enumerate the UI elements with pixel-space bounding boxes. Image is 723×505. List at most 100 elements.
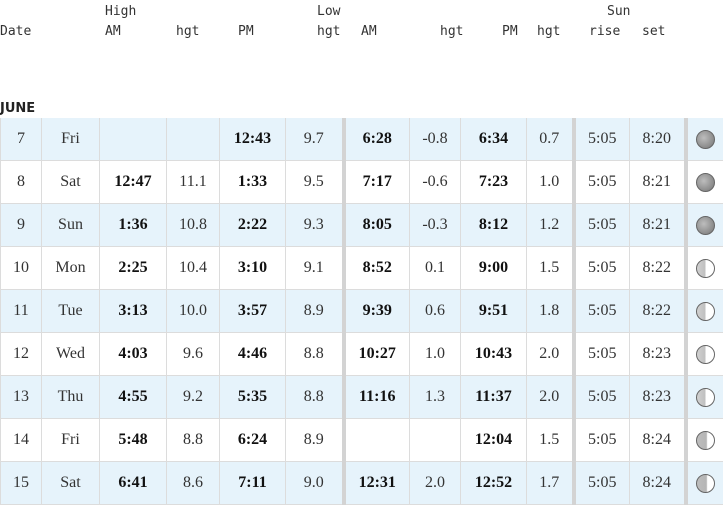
half-moon-icon	[696, 302, 715, 321]
sunset-cell: 8:23	[630, 333, 686, 376]
high-pm-height-cell: 9.1	[286, 247, 344, 290]
header-sunrise: rise	[589, 25, 620, 38]
low-am-height-cell: 0.6	[410, 290, 461, 333]
header-low-am: AM	[361, 25, 377, 38]
high-pm-time-cell: 3:10	[220, 247, 286, 290]
low-pm-height-cell: 1.0	[527, 161, 574, 204]
high-am-time-cell: 4:03	[100, 333, 167, 376]
high-am-height-cell: 10.8	[167, 204, 220, 247]
day-cell: 7	[1, 118, 42, 161]
low-pm-time-cell: 6:34	[461, 118, 527, 161]
high-pm-time-cell: 3:57	[220, 290, 286, 333]
high-pm-height-cell: 8.8	[286, 333, 344, 376]
high-pm-time-cell: 12:43	[220, 118, 286, 161]
high-am-time-cell	[100, 118, 167, 161]
sunrise-cell: 5:05	[574, 204, 630, 247]
high-am-height-cell: 9.2	[167, 376, 220, 419]
low-pm-time-cell: 8:12	[461, 204, 527, 247]
sunset-cell: 8:24	[630, 419, 686, 462]
sunrise-cell: 5:05	[574, 161, 630, 204]
high-am-time-cell: 1:36	[100, 204, 167, 247]
high-pm-height-cell: 9.5	[286, 161, 344, 204]
low-am-height-cell: 1.0	[410, 333, 461, 376]
high-am-height-cell: 11.1	[167, 161, 220, 204]
sunrise-cell: 5:05	[574, 290, 630, 333]
low-am-height-cell	[410, 419, 461, 462]
weekday-cell: Mon	[42, 247, 100, 290]
high-pm-time-cell: 4:46	[220, 333, 286, 376]
moon-phase-cell	[686, 462, 723, 505]
high-pm-height-cell: 8.9	[286, 290, 344, 333]
low-pm-time-cell: 9:00	[461, 247, 527, 290]
header-low: Low	[317, 5, 340, 18]
weekday-cell: Thu	[42, 376, 100, 419]
moon-phase-cell	[686, 419, 723, 462]
high-am-height-cell: 8.8	[167, 419, 220, 462]
low-pm-time-cell: 7:23	[461, 161, 527, 204]
moon-phase-cell	[686, 290, 723, 333]
header-high-am-hgt: hgt	[176, 25, 199, 38]
high-am-time-cell: 2:25	[100, 247, 167, 290]
low-am-height-cell: -0.3	[410, 204, 461, 247]
low-am-time-cell: 10:27	[344, 333, 410, 376]
high-pm-height-cell: 9.0	[286, 462, 344, 505]
sunrise-cell: 5:05	[574, 419, 630, 462]
low-pm-height-cell: 2.0	[527, 376, 574, 419]
header-sunset: set	[642, 25, 665, 38]
sunset-cell: 8:20	[630, 118, 686, 161]
day-cell: 13	[1, 376, 42, 419]
sunset-cell: 8:22	[630, 247, 686, 290]
crescent-moon-icon	[696, 474, 715, 493]
day-cell: 12	[1, 333, 42, 376]
sunset-cell: 8:24	[630, 462, 686, 505]
low-am-height-cell: 1.3	[410, 376, 461, 419]
low-am-time-cell: 11:16	[344, 376, 410, 419]
sunrise-cell: 5:05	[574, 462, 630, 505]
low-am-time-cell: 9:39	[344, 290, 410, 333]
weekday-cell: Sat	[42, 161, 100, 204]
high-pm-height-cell: 8.8	[286, 376, 344, 419]
low-am-height-cell: 2.0	[410, 462, 461, 505]
low-am-height-cell: -0.8	[410, 118, 461, 161]
high-pm-time-cell: 7:11	[220, 462, 286, 505]
high-pm-height-cell: 9.3	[286, 204, 344, 247]
sunrise-cell: 5:05	[574, 118, 630, 161]
sunset-cell: 8:21	[630, 204, 686, 247]
sunrise-cell: 5:05	[574, 376, 630, 419]
moon-phase-cell	[686, 118, 723, 161]
moon-phase-cell	[686, 333, 723, 376]
header-high-pm-hgt: hgt	[317, 25, 340, 38]
low-pm-height-cell: 1.2	[527, 204, 574, 247]
high-pm-height-cell: 9.7	[286, 118, 344, 161]
sunset-cell: 8:23	[630, 376, 686, 419]
low-am-time-cell: 6:28	[344, 118, 410, 161]
day-cell: 8	[1, 161, 42, 204]
day-cell: 10	[1, 247, 42, 290]
high-am-time-cell: 6:41	[100, 462, 167, 505]
half-moon-icon	[696, 388, 715, 407]
high-pm-time-cell: 1:33	[220, 161, 286, 204]
day-cell: 15	[1, 462, 42, 505]
header-date: Date	[0, 25, 31, 38]
sunrise-cell: 5:05	[574, 247, 630, 290]
high-am-time-cell: 3:13	[100, 290, 167, 333]
header-high: High	[105, 5, 136, 18]
day-cell: 11	[1, 290, 42, 333]
high-am-time-cell: 5:48	[100, 419, 167, 462]
header-sun: Sun	[607, 5, 630, 18]
low-pm-height-cell: 1.7	[527, 462, 574, 505]
low-pm-height-cell: 1.5	[527, 419, 574, 462]
low-pm-time-cell: 9:51	[461, 290, 527, 333]
header-low-am-hgt: hgt	[440, 25, 463, 38]
sunset-cell: 8:21	[630, 161, 686, 204]
low-pm-height-cell: 1.5	[527, 247, 574, 290]
high-am-height-cell: 10.0	[167, 290, 220, 333]
moon-phase-cell	[686, 161, 723, 204]
crescent-moon-icon	[696, 431, 715, 450]
